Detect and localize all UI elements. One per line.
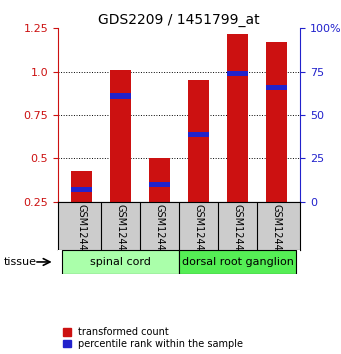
Bar (110, 93, 131, 98)
Bar (71, 171, 92, 202)
Bar (71, 187, 92, 192)
Text: GSM124419: GSM124419 (154, 204, 164, 263)
Bar (266, 42, 287, 202)
Bar (227, 71, 248, 76)
Text: GSM124414: GSM124414 (194, 204, 204, 263)
Bar (266, 85, 287, 90)
Text: GSM124415: GSM124415 (233, 204, 242, 263)
FancyBboxPatch shape (62, 250, 179, 274)
Bar (149, 182, 170, 187)
Text: dorsal root ganglion: dorsal root ganglion (182, 257, 294, 267)
Bar (149, 159, 170, 202)
Bar (188, 80, 209, 202)
Bar (110, 70, 131, 202)
Text: tissue: tissue (3, 257, 36, 267)
Text: GSM124416: GSM124416 (272, 204, 282, 263)
FancyBboxPatch shape (179, 250, 296, 274)
Text: spinal cord: spinal cord (90, 257, 151, 267)
Bar (227, 34, 248, 202)
Bar (188, 132, 209, 137)
Legend: transformed count, percentile rank within the sample: transformed count, percentile rank withi… (63, 327, 243, 349)
Title: GDS2209 / 1451799_at: GDS2209 / 1451799_at (98, 13, 260, 27)
Text: GSM124418: GSM124418 (116, 204, 125, 263)
Text: GSM124417: GSM124417 (76, 204, 86, 263)
